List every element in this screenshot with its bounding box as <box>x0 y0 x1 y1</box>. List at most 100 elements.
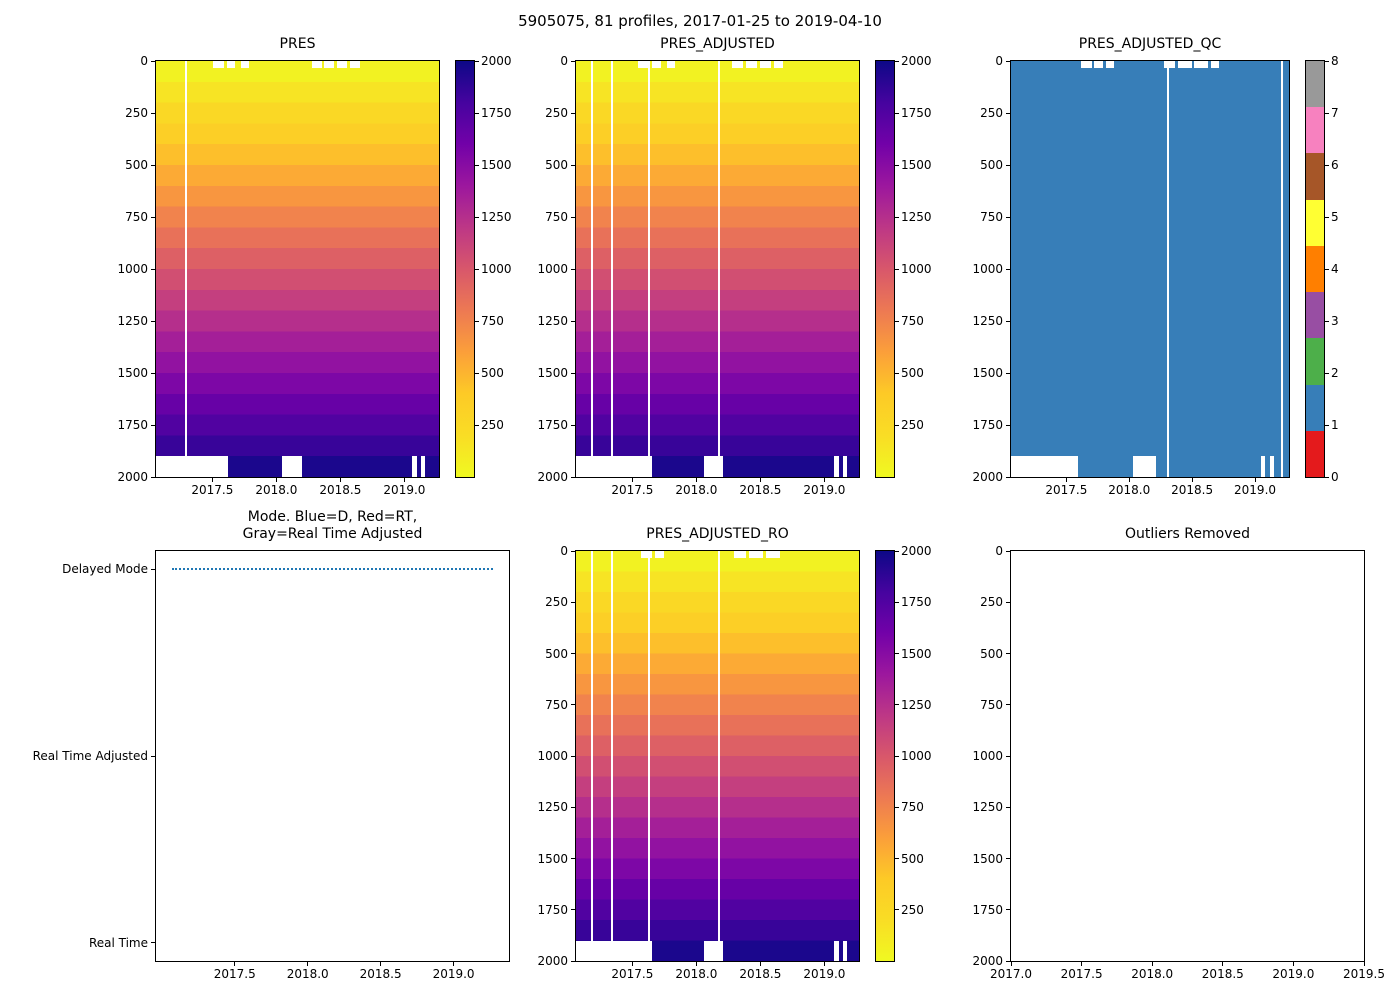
subplot-mode: Mode. Blue=D, Red=RT, Gray=Real Time Adj… <box>33 509 510 981</box>
missing-surface-data <box>655 551 664 558</box>
y-tick-mark <box>1006 164 1010 166</box>
y-tick-mark <box>1006 806 1010 808</box>
y-tick-label: 2000 <box>537 954 568 968</box>
missing-profile-gap <box>611 61 614 477</box>
x-tick-mark <box>1292 962 1294 966</box>
colorbar-tick-mark <box>475 216 479 218</box>
x-tick-label: 2017.5 <box>611 967 654 981</box>
plot-title-pres-adjusted-qc: PRES_ADJUSTED_QC <box>1078 36 1222 52</box>
colorbar-tick-mark <box>895 550 899 552</box>
x-tick-label: 2019.0 <box>1234 483 1277 497</box>
x-tick-label: 2018.5 <box>739 483 782 497</box>
y-tick-mark <box>151 372 155 374</box>
axes-pres-adjusted-ro: 2017.5 2018.0 2018.5 2019.0 0 250 500 750 1000 12… <box>537 544 860 981</box>
missing-surface-data <box>1080 61 1092 68</box>
x-tick-label: 2018.0 <box>675 967 718 981</box>
colorbar-tick-mark <box>475 60 479 62</box>
y-tick-mark <box>151 60 155 62</box>
missing-surface-data <box>734 551 746 558</box>
colorbar-tick-label: 1000 <box>901 262 932 276</box>
colorbar-tick-mark <box>475 424 479 426</box>
colorbar-tick-label: 1500 <box>481 158 512 172</box>
colorbar-tick-label: 2000 <box>901 54 932 68</box>
colorbar-tick-mark <box>895 806 899 808</box>
missing-surface-data <box>652 61 661 68</box>
x-tick-label: 2018.5 <box>359 967 402 981</box>
x-tick-label: 2017.5 <box>1045 483 1088 497</box>
colorbar-tick-label: 750 <box>901 800 924 815</box>
x-tick-label: 2019.0 <box>803 967 846 981</box>
missing-surface-data <box>1211 61 1220 68</box>
y-tick-label: 250 <box>545 595 568 610</box>
y-tick-mark <box>1006 216 1010 218</box>
plot-title-pres: PRES <box>279 36 316 52</box>
y-tick-mark <box>151 268 155 270</box>
colorbar-tick-mark <box>895 320 899 322</box>
missing-surface-data <box>765 551 780 558</box>
missing-surface-data <box>666 61 676 68</box>
y-tick-mark <box>1006 755 1010 757</box>
axes-mode: 2017.5 2018.0 2018.5 2019.0 Delayed Mode Real… <box>33 550 510 981</box>
delayed-mode-line <box>172 568 493 571</box>
y-tick-label: 750 <box>545 210 568 224</box>
colorbar-tick-mark <box>475 164 479 166</box>
x-tick-label: 2018.5 <box>1171 483 1214 497</box>
missing-profile-gap <box>611 551 614 961</box>
colorbar-tick-mark <box>895 268 899 270</box>
x-tick-mark <box>1222 962 1224 966</box>
subplot-pres-adjusted: PRES_ADJUSTED 2017.5 2018.0 2018.5 2019.0 0 2… <box>537 36 931 497</box>
missing-surface-data <box>1194 61 1209 68</box>
y-tick-label: 750 <box>545 697 568 712</box>
subplot-outliers-removed: Outliers Removed 2017.0 2017.5 2018.0 2018.… <box>972 526 1385 981</box>
missing-deep-data <box>703 456 724 477</box>
y-tick-mark <box>571 320 575 322</box>
y-tick-mark <box>151 568 155 570</box>
x-tick-mark <box>1010 962 1012 966</box>
colorbar-tick-label: 0 <box>1331 470 1339 484</box>
y-tick-label: 0 <box>995 54 1003 68</box>
x-tick-mark <box>695 478 697 482</box>
y-tick-mark <box>571 476 575 478</box>
x-tick-label: 2018.5 <box>739 967 782 981</box>
missing-surface-data <box>337 61 347 68</box>
missing-surface-data <box>1163 61 1175 68</box>
y-tick-mark <box>1006 909 1010 911</box>
y-tick-label: 1250 <box>537 800 568 815</box>
missing-surface-data <box>1094 61 1103 68</box>
colorbar-tick-label: 250 <box>901 418 924 432</box>
x-tick-mark <box>631 478 633 482</box>
y-category-label: Real Time Adjusted <box>32 749 148 763</box>
x-tick-label: 2018.5 <box>319 483 362 497</box>
y-tick-mark <box>151 112 155 114</box>
colorbar-tick-mark <box>895 653 899 654</box>
missing-surface-data <box>774 61 783 68</box>
y-tick-mark <box>1006 960 1010 962</box>
subplot-pres-adjusted-ro: PRES_ADJUSTED_RO 2017.5 2018.0 2018.5 2019.… <box>537 526 931 981</box>
colorbar-tick-label: 1750 <box>901 595 932 610</box>
colorbar-tick-label: 1500 <box>901 158 932 172</box>
y-tick-label: 750 <box>125 210 148 224</box>
axes-pres-adjusted-qc: 2017.5 2018.0 2018.5 2019.0 0 250 500 750 1000 12… <box>972 54 1290 497</box>
colorbar-tick-label: 7 <box>1331 106 1339 120</box>
y-tick-label: 1250 <box>972 800 1003 815</box>
y-tick-label: 1000 <box>537 749 568 763</box>
y-tick-label: 500 <box>980 646 1003 661</box>
y-tick-mark <box>1006 550 1010 552</box>
colorbar-tick-label: 250 <box>901 902 924 917</box>
y-tick-label: 1000 <box>117 262 148 276</box>
y-category-label: Delayed Mode <box>62 562 148 577</box>
colorbar-tick-mark <box>475 372 479 374</box>
colorbar-tick-mark <box>895 60 899 62</box>
x-tick-label: 2019.0 <box>1272 967 1315 981</box>
x-tick-mark <box>823 478 825 482</box>
colorbar-tick-label: 500 <box>901 366 924 380</box>
x-tick-mark <box>823 962 825 966</box>
y-tick-mark <box>1006 320 1010 322</box>
axes-outliers-removed: 2017.0 2017.5 2018.0 2018.5 2019.0 2019.5 0 250… <box>972 544 1385 981</box>
qc-colorbar-segment-0 <box>1306 430 1324 477</box>
y-tick-label: 1250 <box>972 314 1003 328</box>
missing-surface-data <box>349 61 360 68</box>
colorbar-tick-label: 1750 <box>901 106 932 120</box>
y-tick-mark <box>571 60 575 62</box>
missing-surface-data <box>638 61 650 68</box>
